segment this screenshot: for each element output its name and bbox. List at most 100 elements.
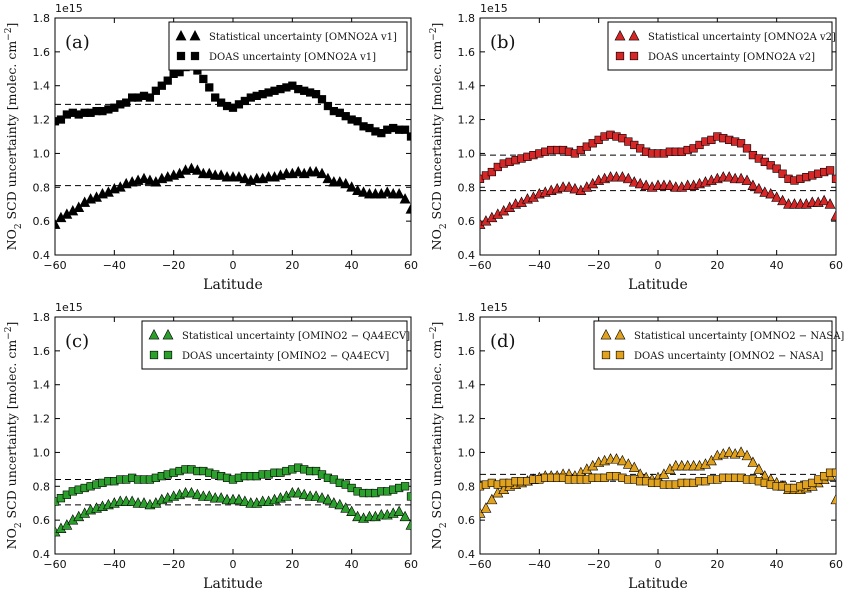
y-tick-label: 1.0 bbox=[33, 147, 51, 160]
panel-4: −60 −40 −20 0 20 40 60 0.4 0.6 0.8 1.0 1.2 1.4 1.6 1.8… bbox=[429, 301, 844, 592]
y-tick-label: 1.8 bbox=[33, 311, 51, 324]
x-tick-label: −60 bbox=[43, 558, 66, 571]
statistical-point bbox=[753, 463, 765, 474]
panel-3: −60 −40 −20 0 20 40 60 0.4 0.6 0.8 1.0 1.2 1.4 1.6 1.8… bbox=[4, 301, 418, 592]
statistical-point bbox=[622, 172, 634, 184]
legend-marker bbox=[601, 350, 611, 360]
statistical-point bbox=[640, 179, 652, 190]
legend-frame bbox=[168, 21, 408, 71]
statistical-point bbox=[292, 487, 304, 498]
y-axis-label-sup: −2 bbox=[4, 327, 14, 340]
legend-marker bbox=[628, 29, 640, 41]
statistical-point bbox=[186, 162, 197, 174]
statistical-point bbox=[393, 505, 405, 517]
legend-label: DOAS uncertainty [OMINO2 − QA4ECV] bbox=[182, 351, 389, 362]
doas-point bbox=[825, 166, 835, 175]
statistical-point bbox=[480, 507, 486, 518]
y-tick-label: 0.8 bbox=[458, 181, 476, 194]
x-axis-label: Latitude bbox=[628, 576, 688, 592]
statistical-point bbox=[628, 461, 640, 473]
y-axis-label-close: ] bbox=[4, 322, 19, 327]
statistical-point bbox=[611, 453, 622, 464]
y-axis-label-main: SCD uncertainty [molec. cm bbox=[4, 340, 19, 519]
doas-point bbox=[736, 139, 746, 148]
y-axis-label-sub: 2 bbox=[439, 522, 449, 528]
panel-1: −60 −40 −20 0 20 40 60 0.4 0.6 0.8 1.0 1.2 1.4 1.6 1.8… bbox=[4, 2, 418, 293]
y-tick-label: 1.6 bbox=[458, 345, 476, 358]
legend-frame bbox=[607, 21, 833, 71]
y-tick-label: 1.2 bbox=[33, 413, 51, 426]
statistical-point bbox=[405, 519, 411, 530]
statistical-point bbox=[239, 495, 251, 506]
y-tick-label: 0.6 bbox=[458, 514, 476, 527]
x-tick-label: −60 bbox=[468, 558, 491, 571]
legend-marker bbox=[149, 350, 159, 360]
panel-label: (a) bbox=[65, 32, 90, 53]
x-tick-label: 0 bbox=[230, 259, 237, 272]
legend-label: Statistical uncertainty [OMNO2A v1] bbox=[209, 32, 397, 43]
data-points bbox=[55, 463, 411, 537]
statistical-point bbox=[186, 487, 197, 498]
doas-point bbox=[353, 117, 362, 126]
legend-label: Statistical uncertainty [OMINO2 − QA4ECV… bbox=[182, 331, 410, 342]
statistical-point bbox=[381, 186, 393, 197]
x-tick-label: 40 bbox=[770, 259, 784, 272]
statistical-point bbox=[138, 172, 150, 184]
x-tick-label: −60 bbox=[468, 259, 491, 272]
y-tick-label: 1.6 bbox=[33, 46, 51, 59]
statistical-point bbox=[328, 497, 340, 508]
statistical-point bbox=[658, 468, 670, 479]
doas-point bbox=[323, 101, 333, 111]
statistical-point bbox=[399, 510, 411, 522]
panel-label: (c) bbox=[65, 331, 89, 352]
statistical-point bbox=[239, 172, 251, 184]
statistical-point bbox=[480, 502, 492, 513]
y-tick-label: 1.4 bbox=[33, 80, 51, 93]
legend-marker bbox=[163, 350, 173, 360]
statistical-point bbox=[771, 191, 783, 202]
statistical-point bbox=[203, 167, 215, 179]
statistical-point bbox=[723, 171, 735, 182]
legend-marker bbox=[615, 350, 625, 360]
statistical-point bbox=[634, 177, 646, 189]
statistical-point bbox=[824, 198, 836, 209]
y-tick-label: 0.4 bbox=[458, 249, 476, 262]
statistical-point bbox=[628, 176, 640, 187]
y-axis-label-main: SCD uncertainty [molec. cm bbox=[429, 340, 444, 519]
statistical-point bbox=[233, 493, 245, 505]
x-tick-label: 0 bbox=[230, 558, 237, 571]
x-tick-label: −40 bbox=[103, 558, 126, 571]
doas-point bbox=[400, 482, 410, 491]
x-tick-label: −40 bbox=[103, 259, 126, 272]
statistical-point bbox=[399, 193, 411, 204]
doas-point bbox=[742, 144, 752, 153]
y-tick-label: 0.6 bbox=[33, 215, 51, 228]
x-tick-label: −40 bbox=[528, 259, 551, 272]
x-tick-label: 20 bbox=[710, 259, 724, 272]
y-axis-label-sup: −2 bbox=[4, 28, 14, 41]
doas-point bbox=[778, 169, 787, 178]
legend-label: DOAS uncertainty [OMNO2A v2] bbox=[648, 52, 815, 63]
y-scale-factor: 1e15 bbox=[480, 301, 508, 314]
y-tick-label: 1.8 bbox=[458, 12, 476, 25]
y-axis-label-main: SCD uncertainty [molec. cm bbox=[429, 41, 444, 220]
y-axis-label-main: SCD uncertainty [molec. cm bbox=[4, 41, 19, 220]
y-axis-label-sub: 2 bbox=[439, 223, 449, 229]
y-tick-label: 0.8 bbox=[458, 480, 476, 493]
statistical-point bbox=[233, 171, 245, 182]
legend-marker bbox=[176, 51, 186, 61]
y-scale-factor: 1e15 bbox=[55, 301, 83, 314]
y-tick-label: 1.4 bbox=[458, 80, 476, 93]
statistical-point bbox=[73, 201, 85, 212]
legend-marker bbox=[190, 51, 200, 61]
y-axis-label-close: ] bbox=[429, 322, 444, 327]
statistical-point bbox=[298, 488, 310, 500]
statistical-point bbox=[292, 166, 304, 177]
y-axis-label-no: NO bbox=[429, 229, 444, 250]
statistical-point bbox=[346, 505, 358, 517]
statistical-point bbox=[563, 181, 575, 192]
y-tick-label: 1.0 bbox=[458, 446, 476, 459]
data-points bbox=[480, 130, 836, 229]
statistical-point bbox=[735, 446, 747, 457]
